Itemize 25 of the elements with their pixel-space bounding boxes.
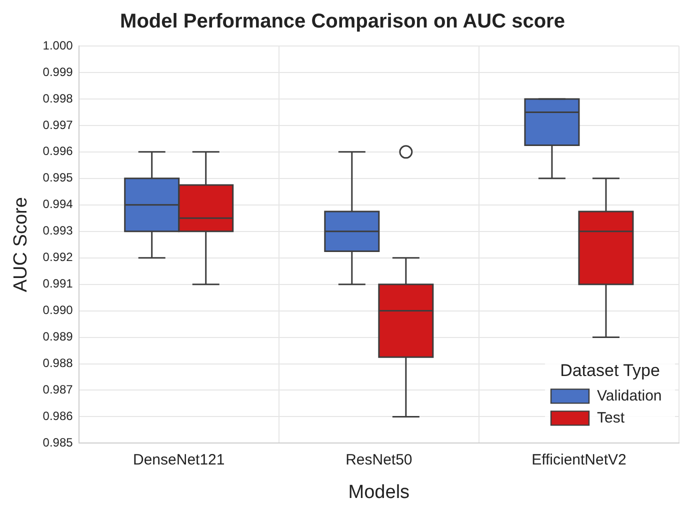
x-tick-label: DenseNet121 — [132, 451, 225, 468]
y-tick-label: 0.985 — [42, 436, 74, 450]
y-tick-label: 0.988 — [42, 356, 74, 370]
y-tick-label: 0.987 — [42, 382, 74, 397]
y-tick-label: 0.993 — [42, 224, 74, 238]
x-axis-title: Models — [348, 482, 410, 503]
y-tick-label: 0.991 — [42, 276, 74, 291]
y-tick-label: 0.990 — [42, 303, 74, 318]
y-tick-label: 0.995 — [42, 170, 74, 185]
y-tick-label: 0.997 — [42, 118, 74, 132]
y-tick-label: 0.994 — [42, 197, 74, 212]
y-tick-label: 0.986 — [42, 409, 74, 424]
y-tick-label: 1.000 — [42, 38, 74, 52]
y-axis-title: AUC Score — [10, 197, 32, 292]
y-tick-label: 0.992 — [42, 250, 74, 264]
y-tick-label: 0.998 — [42, 91, 74, 106]
y-tick-label: 0.996 — [42, 144, 74, 158]
legend-label: Validation — [597, 387, 662, 404]
x-tick-label: ResNet50 — [346, 451, 412, 468]
chart-title: Model Performance Comparison on AUC score — [120, 10, 565, 33]
y-tick-label: 0.989 — [42, 330, 74, 344]
x-tick-label: EfficientNetV2 — [532, 451, 626, 468]
y-tick-label: 0.999 — [42, 64, 74, 79]
legend-label: Test — [597, 409, 626, 426]
legend-title: Dataset Type — [560, 360, 660, 380]
